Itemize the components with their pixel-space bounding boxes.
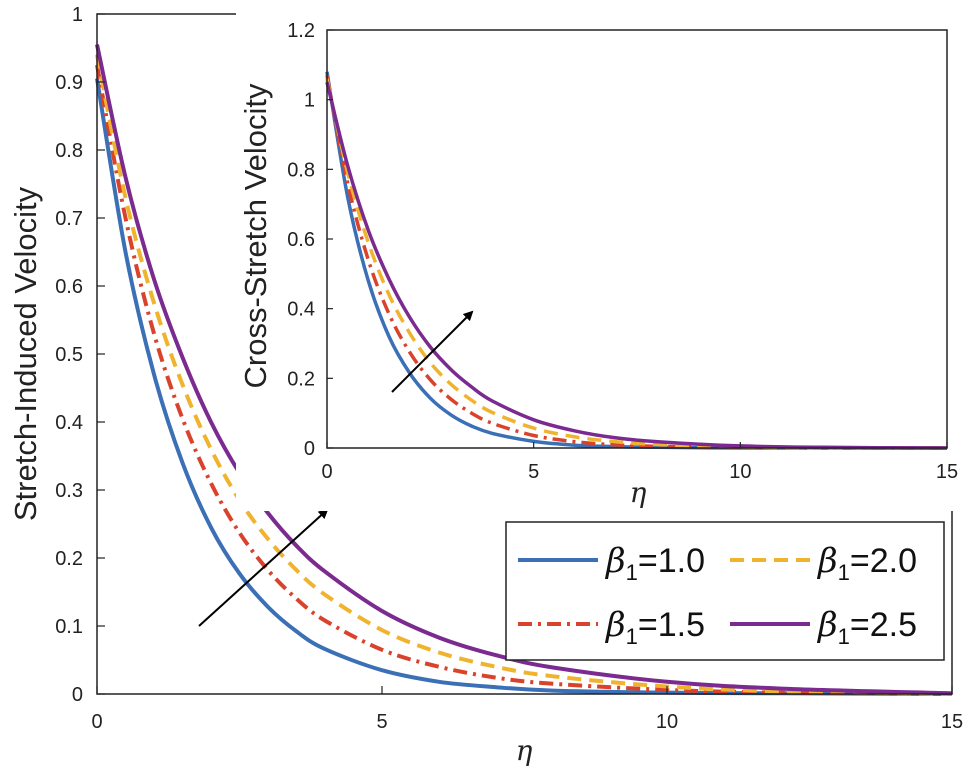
legend: β1=1.0 β1=2.0 β1=1.5 β1=2.5 <box>505 521 945 661</box>
inset-y-tick-label: 0 <box>304 438 315 460</box>
main-y-tick-label: 0.2 <box>55 548 83 570</box>
inset-x-axis-label: η <box>630 476 647 509</box>
main-x-axis-label: η <box>516 734 533 767</box>
inset-y-tick-label: 0.2 <box>287 368 315 390</box>
main-y-tick-label: 0.1 <box>55 616 83 638</box>
legend-item: β1=1.0 <box>518 541 705 585</box>
inset-y-tick-label: 1 <box>304 90 315 112</box>
inset-x-tick-label: 10 <box>729 461 751 483</box>
main-y-tick-label: 0 <box>72 684 83 706</box>
main-trend-arrow <box>198 508 329 627</box>
inset-y-axis-label: Cross-Stretch Velocity <box>238 83 273 388</box>
legend-label: β1=1.5 <box>604 605 705 649</box>
inset-y-tick-label: 1.2 <box>287 20 315 42</box>
inset-y-tick-label: 0.4 <box>287 299 315 321</box>
legend-item: β1=2.5 <box>730 605 917 649</box>
main-y-tick-label: 0.6 <box>55 276 83 298</box>
main-y-tick-label: 0.7 <box>55 208 83 230</box>
legend-box <box>505 521 945 661</box>
main-y-tick-label: 0.5 <box>55 344 83 366</box>
main-x-tick-label: 5 <box>376 711 387 733</box>
inset-y-tick-label: 0.6 <box>287 229 315 251</box>
inset-trend-arrow <box>391 310 474 393</box>
inset-x-tick-label: 0 <box>321 461 332 483</box>
legend-label: β1=2.0 <box>816 541 917 585</box>
main-series-line-3 <box>95 44 953 696</box>
inset-x-tick-label: 15 <box>936 461 958 483</box>
legend-label: β1=2.5 <box>816 605 917 649</box>
main-y-tick-label: 0.4 <box>55 412 83 434</box>
inset-ticks: 0 5 10 15 0 0.2 0.4 0.6 0.8 1 1.2 <box>287 20 958 483</box>
main-x-tick-label: 10 <box>656 711 678 733</box>
main-y-axis-label: Stretch-Induced Velocity <box>8 186 43 521</box>
main-x-tick-label: 0 <box>91 711 102 733</box>
main-y-tick-label: 0.3 <box>55 480 83 502</box>
legend-item: β1=1.5 <box>518 605 705 649</box>
inset-x-tick-label: 5 <box>528 461 539 483</box>
main-y-tick-label: 0.8 <box>55 140 83 162</box>
inset-plot: 0 5 10 15 0 0.2 0.4 0.6 0.8 1 1.2 Cross-Stretch Ve… <box>236 5 974 511</box>
inset-y-tick-label: 0.8 <box>287 159 315 181</box>
legend-item: β1=2.0 <box>730 541 917 585</box>
main-y-tick-label: 1 <box>72 4 83 26</box>
main-x-tick-label: 15 <box>941 711 963 733</box>
legend-label: β1=1.0 <box>604 541 705 585</box>
main-y-tick-label: 0.9 <box>55 72 83 94</box>
inset-series-line-2 <box>325 78 948 450</box>
inset-background <box>236 5 974 511</box>
